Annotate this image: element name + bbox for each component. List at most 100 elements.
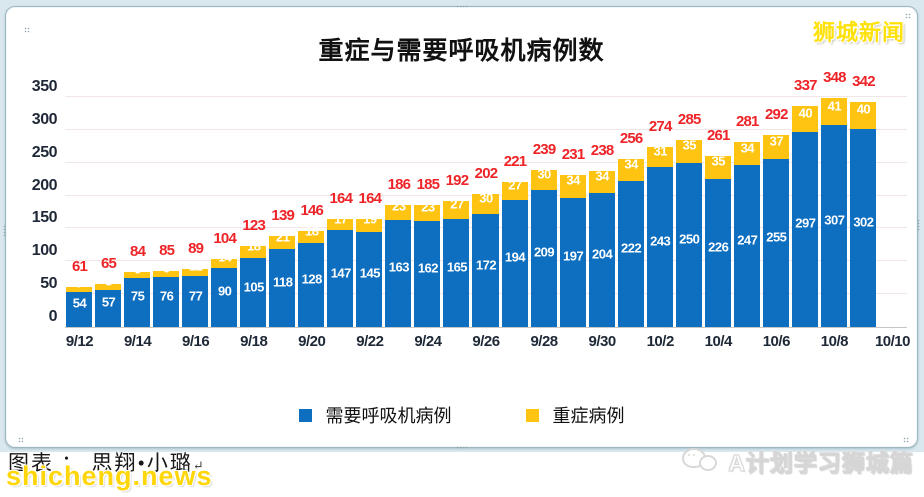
bar-segment-severe[interactable] — [501, 181, 528, 200]
bar-segment-severe[interactable] — [443, 200, 470, 219]
bar-segment-ventilator[interactable] — [269, 249, 296, 327]
selection-handle-bottom-right-icon[interactable] — [903, 437, 909, 443]
bar-segment-severe[interactable] — [414, 205, 441, 221]
bar-segment-ventilator[interactable] — [646, 167, 673, 327]
bar-segment-ventilator[interactable] — [704, 178, 731, 327]
severe-value-label: 34 — [566, 172, 580, 188]
bar-segment-ventilator[interactable] — [356, 231, 383, 327]
bar-segment-severe[interactable] — [675, 139, 702, 163]
bar-segment-severe[interactable] — [820, 98, 847, 126]
bar-segment-severe[interactable] — [211, 258, 238, 268]
bar-segment-ventilator[interactable] — [385, 219, 412, 327]
bar-segment-severe[interactable] — [153, 271, 180, 278]
total-value-label: 238 — [590, 141, 614, 159]
bar-segment-ventilator[interactable] — [849, 128, 876, 327]
severe-value-label: 35 — [711, 153, 726, 169]
bar-segment-severe[interactable] — [733, 142, 760, 165]
bar-segment-severe[interactable] — [356, 219, 383, 232]
bar-segment-severe[interactable] — [182, 268, 209, 277]
severe-value-label: 14 — [217, 249, 232, 265]
bar-segment-ventilator[interactable] — [298, 242, 325, 327]
bar-10/7: 297 40 337 — [791, 78, 820, 327]
bar-segment-severe[interactable] — [327, 219, 354, 231]
selection-handle-top-left-icon[interactable] — [24, 27, 30, 33]
bar-segment-ventilator[interactable] — [66, 291, 93, 327]
ventilator-value-label: 163 — [388, 259, 410, 275]
ventilator-value-label: 226 — [708, 239, 729, 255]
selection-handle-bottom-left-icon[interactable] — [18, 437, 24, 443]
bar-segment-ventilator[interactable] — [240, 258, 267, 327]
bar-segment-ventilator[interactable] — [443, 218, 470, 327]
bar-segment-severe[interactable] — [849, 102, 876, 129]
selection-handle-right-icon[interactable] — [917, 219, 920, 231]
x-axis-tick-label: 9/22 — [356, 333, 384, 350]
bar-segment-ventilator[interactable] — [762, 159, 789, 327]
bar-segment-severe[interactable] — [530, 169, 557, 190]
bar-segment-ventilator[interactable] — [530, 189, 557, 327]
bar-segment-ventilator[interactable] — [588, 192, 615, 327]
bar-segment-ventilator[interactable] — [559, 197, 586, 327]
x-axis-tick-label: 9/24 — [414, 333, 442, 350]
chart-object-frame[interactable]: 重症与需要呼吸机病例数 狮城新闻 0 50 100 150 200 250 300 350 54… — [3, 5, 920, 449]
severe-value-label: 19 — [363, 211, 377, 227]
bar-segment-severe[interactable] — [472, 194, 499, 214]
bar-segment-ventilator[interactable] — [820, 125, 847, 327]
bar-segment-severe[interactable] — [791, 105, 818, 132]
bar-segment-severe[interactable] — [588, 170, 615, 193]
bar-segment-ventilator[interactable] — [211, 267, 238, 327]
bar-segment-severe[interactable] — [617, 158, 644, 182]
bar-9/29: 197 34 231 — [559, 97, 588, 327]
selection-handle-left-icon[interactable] — [3, 225, 6, 237]
bar-segment-ventilator[interactable] — [617, 181, 644, 327]
x-axis-tick-label: 10/10 — [874, 333, 911, 350]
ventilator-value-label: 250 — [679, 231, 700, 247]
ventilator-value-label: 90 — [217, 283, 232, 299]
ventilator-value-label: 75 — [130, 288, 145, 304]
chart-credit-text: 图表 ： 思翔•小璐 — [8, 451, 193, 475]
bar-segment-severe[interactable] — [298, 231, 325, 243]
legend-swatch-severe[interactable] — [525, 408, 539, 422]
bar-segment-severe[interactable] — [646, 146, 673, 168]
ventilator-value-label: 54 — [72, 295, 87, 311]
bar-9/20: 128 18 146 — [297, 97, 326, 327]
bar-segment-ventilator[interactable] — [472, 213, 499, 327]
ventilator-value-label: 307 — [824, 212, 845, 228]
selection-handle-bottom-icon[interactable] — [456, 446, 468, 449]
bar-segment-severe[interactable] — [95, 284, 122, 290]
bar-segment-severe[interactable] — [559, 175, 586, 198]
y-axis-tick-label: 350 — [31, 78, 58, 95]
x-axis-tick-label: 9/14 — [123, 333, 152, 350]
bar-segment-ventilator[interactable] — [675, 162, 702, 327]
severe-value-label: 31 — [653, 143, 667, 159]
legend-label-ventilator: 需要呼吸机病例 — [325, 406, 452, 426]
bar-segment-ventilator[interactable] — [124, 277, 151, 327]
bar-9/16: 77 12 89 — [181, 97, 210, 327]
x-axis-tick-label: 9/16 — [182, 333, 210, 350]
chart-credit: 图表 ： 思翔•小璐↵ — [8, 447, 204, 477]
y-axis-tick-label: 250 — [31, 143, 58, 161]
total-value-label: 239 — [532, 140, 556, 158]
bar-segment-ventilator[interactable] — [182, 276, 209, 327]
bar-segment-severe[interactable] — [762, 135, 789, 160]
x-axis-tick-label: 10/8 — [820, 333, 849, 350]
bar-segment-severe[interactable] — [269, 235, 296, 250]
selection-handle-top-icon[interactable] — [456, 5, 468, 8]
bar-segment-ventilator[interactable] — [733, 164, 760, 327]
bar-segment-severe[interactable] — [124, 271, 151, 278]
ventilator-value-label: 128 — [301, 271, 323, 287]
bar-segment-ventilator[interactable] — [327, 230, 354, 327]
bar-segment-severe[interactable] — [66, 286, 93, 292]
legend-swatch-ventilator[interactable] — [298, 408, 312, 422]
bar-segment-severe[interactable] — [385, 204, 412, 220]
bar-segment-ventilator[interactable] — [791, 131, 818, 327]
bar-segment-ventilator[interactable] — [501, 199, 528, 327]
bar-segment-ventilator[interactable] — [95, 289, 122, 327]
bar-segment-severe[interactable] — [240, 246, 267, 258]
bar-segment-ventilator[interactable] — [414, 220, 441, 327]
wechat-account-row: A计划学习狮城篇 — [682, 444, 914, 478]
bar-segment-severe[interactable] — [704, 155, 731, 179]
legend-label-severe: 重症病例 — [552, 406, 625, 426]
severe-value-label: 34 — [624, 156, 638, 172]
bar-segment-ventilator[interactable] — [153, 277, 180, 327]
selection-handle-top-right-icon[interactable] — [905, 13, 911, 19]
